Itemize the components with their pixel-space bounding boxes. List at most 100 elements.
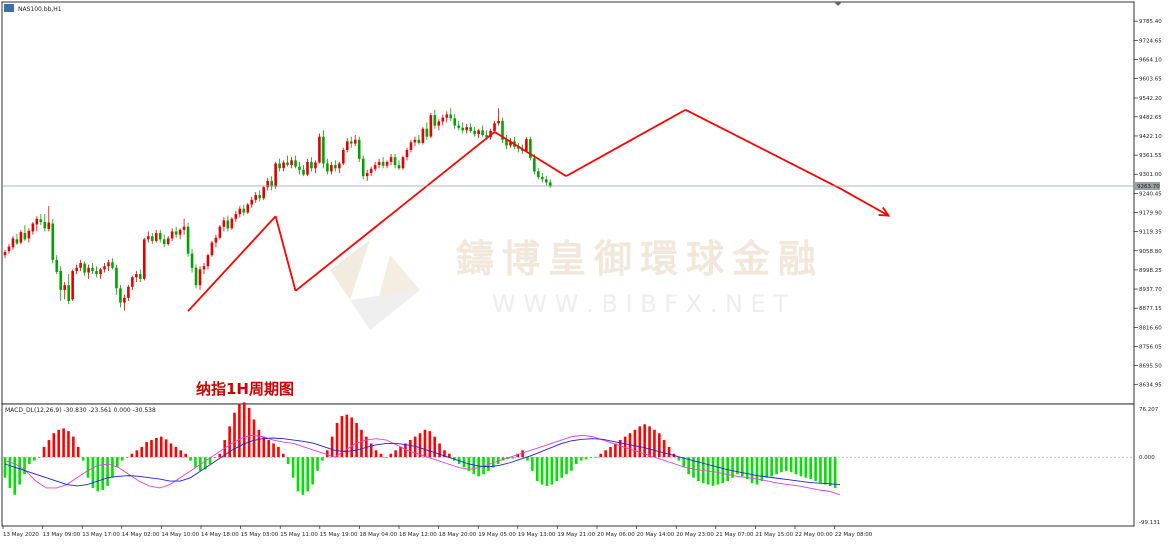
candle xyxy=(469,123,472,133)
candle xyxy=(135,270,138,283)
macd-bar xyxy=(42,446,46,458)
macd-bar xyxy=(575,457,578,464)
candle-body xyxy=(202,266,206,270)
candle xyxy=(445,111,449,123)
macd-y-tick-label: 0.000 xyxy=(1139,455,1155,461)
x-tick-label: 20 May 23:00 xyxy=(676,532,714,538)
candle xyxy=(429,112,433,139)
candle-body xyxy=(162,239,166,245)
candle xyxy=(79,259,82,271)
candle xyxy=(51,218,55,264)
macd-bar xyxy=(267,440,270,458)
candle xyxy=(146,231,150,243)
macd-bar xyxy=(667,446,671,458)
candle-body xyxy=(417,139,421,143)
candle-body xyxy=(306,161,309,175)
macd-bar xyxy=(618,440,622,458)
macd-bar xyxy=(155,437,158,458)
candle xyxy=(405,147,409,161)
macd-bar xyxy=(257,429,261,458)
candle-body xyxy=(330,165,333,172)
trendline-segment xyxy=(274,216,297,292)
candle-body xyxy=(529,139,532,159)
y-tick-label: 8634.95 xyxy=(1139,383,1162,389)
candle xyxy=(413,136,417,147)
macd-bar xyxy=(648,426,651,458)
trendline-segment xyxy=(494,131,567,177)
macd-bar xyxy=(584,457,588,460)
candle-body xyxy=(421,128,425,143)
candle xyxy=(178,228,182,240)
candle-body xyxy=(353,139,357,144)
chart-window-icon xyxy=(4,4,14,12)
macd-bar xyxy=(8,457,12,488)
macd-bar xyxy=(369,443,373,458)
candle-body xyxy=(509,141,512,146)
chart-shift-marker-icon[interactable] xyxy=(834,2,842,6)
x-tick-label: 15 May 19:00 xyxy=(320,532,358,538)
candle xyxy=(103,263,106,273)
candle xyxy=(39,214,43,226)
macd-bar xyxy=(81,457,85,461)
macd-bar xyxy=(540,457,544,485)
macd-bar xyxy=(145,442,148,458)
candle xyxy=(441,114,445,126)
candle-body xyxy=(230,218,234,229)
candle xyxy=(294,155,297,169)
candle-body xyxy=(465,127,468,131)
macd-bar xyxy=(311,457,314,485)
candle xyxy=(262,185,265,200)
macd-bar xyxy=(203,457,207,470)
candle xyxy=(377,158,381,169)
macd-bar xyxy=(399,446,402,458)
macd-bar xyxy=(448,453,451,458)
macd-bar xyxy=(242,402,246,458)
x-tick-label: 14 May 02:00 xyxy=(122,532,160,538)
price-panel[interactable] xyxy=(1,1,1135,405)
candle xyxy=(150,233,154,245)
candle-body xyxy=(79,263,82,268)
macd-bar xyxy=(545,457,549,486)
candle-body xyxy=(525,139,528,151)
macd-bar xyxy=(643,424,646,458)
candles xyxy=(3,108,552,311)
macd-bar xyxy=(682,457,686,468)
x-tick-label: 13 May 2020 xyxy=(3,532,39,538)
candle-body xyxy=(334,165,337,169)
macd-bar xyxy=(67,431,70,458)
macd-bar xyxy=(736,457,739,475)
candle-body xyxy=(178,229,182,235)
candle xyxy=(174,226,178,238)
macd-panel[interactable] xyxy=(1,403,1135,527)
candle xyxy=(115,264,118,295)
candle-body xyxy=(302,169,305,175)
macd-bar xyxy=(809,457,813,480)
candle-body xyxy=(174,231,178,235)
candle-body xyxy=(7,246,11,252)
candle-body xyxy=(381,161,385,166)
x-tick-label: 19 May 05:00 xyxy=(478,532,516,538)
candle xyxy=(71,269,74,301)
candle-body xyxy=(103,266,106,270)
macd-bar xyxy=(291,457,295,478)
candle-body xyxy=(345,141,349,150)
candle xyxy=(345,138,349,153)
macd-bar xyxy=(477,457,480,477)
macd-bar xyxy=(692,457,695,478)
candle xyxy=(326,158,329,175)
candle-body xyxy=(548,182,552,187)
candle xyxy=(47,206,51,232)
macd-bar xyxy=(526,457,529,461)
y-tick-label: 9058.80 xyxy=(1139,249,1162,255)
macd-bar xyxy=(233,412,236,458)
candle-body xyxy=(453,118,457,126)
candle-body xyxy=(242,208,246,213)
candle-body xyxy=(497,120,500,124)
macd-bar xyxy=(550,457,554,485)
candle xyxy=(385,160,389,169)
macd-bar xyxy=(365,436,368,458)
x-tick-label: 20 May 14:00 xyxy=(637,532,675,538)
macd-bar xyxy=(814,457,817,482)
